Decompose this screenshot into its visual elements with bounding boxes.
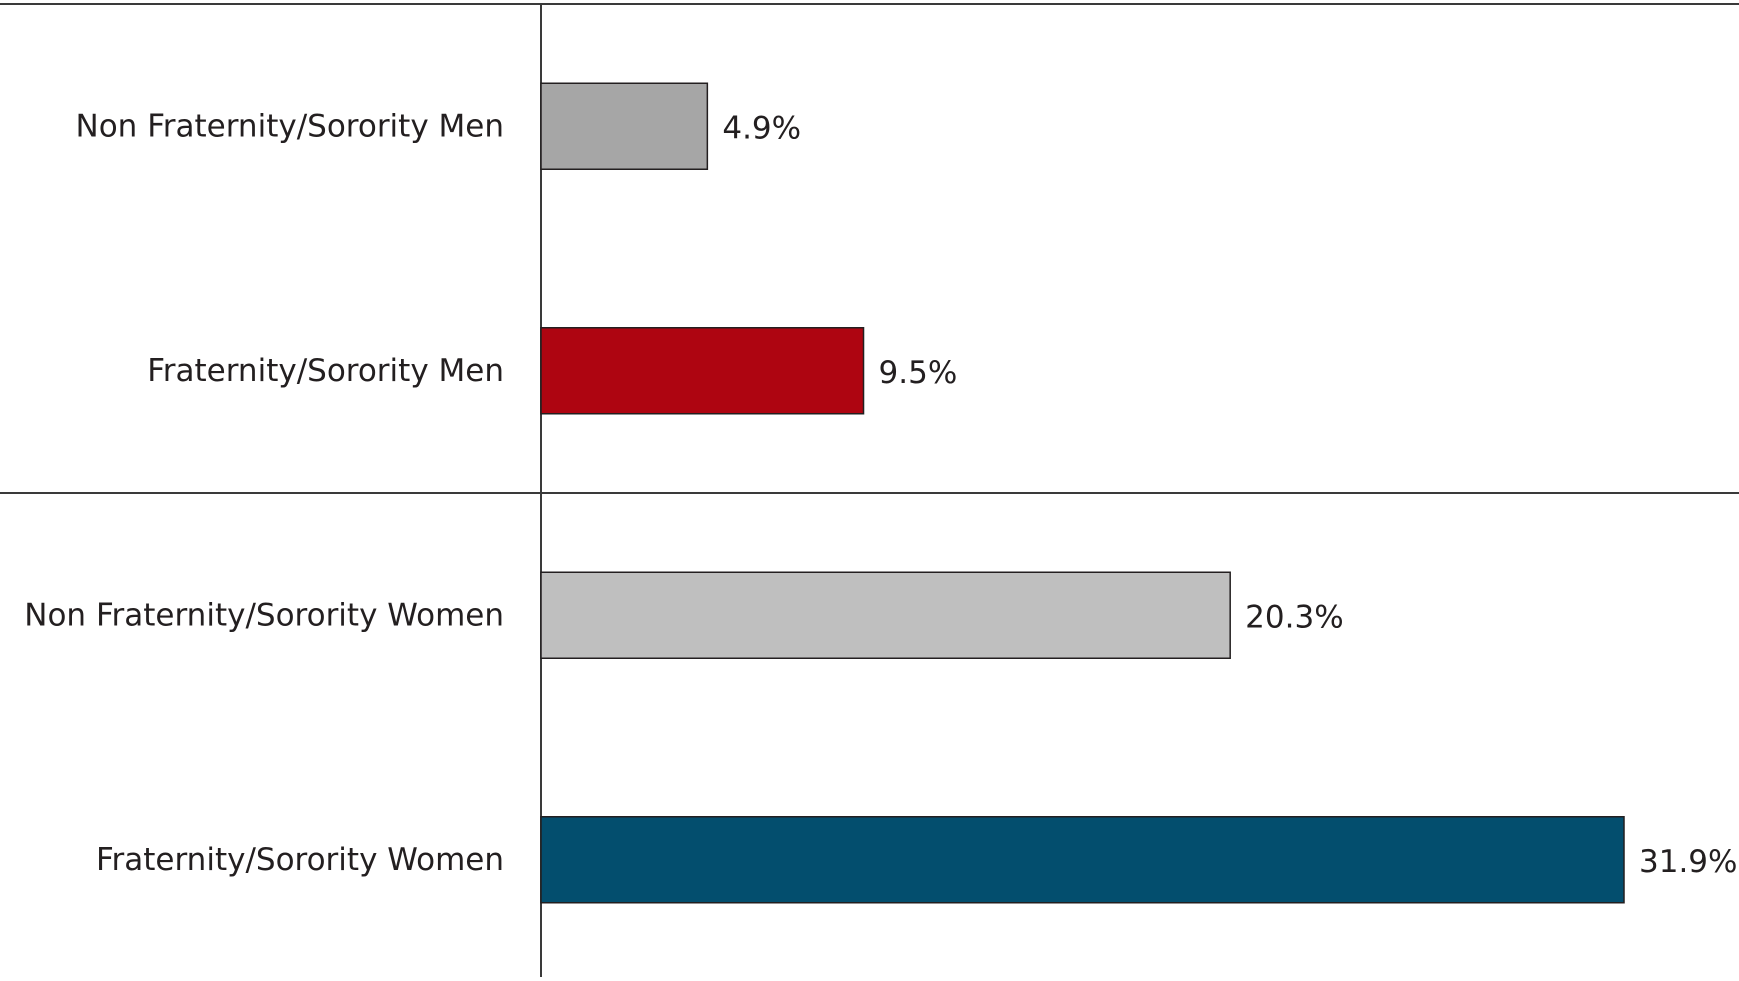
value-label-non-fraternity-sorority-men: 4.9% [722,110,801,146]
value-label-fraternity-sorority-men: 9.5% [879,355,958,391]
bars-group [540,82,1625,904]
bar-fraternity-sorority-men [540,327,865,415]
bar-non-fraternity-sorority-women [540,571,1231,659]
bar-fraternity-sorority-women [540,816,1625,904]
category-label-fraternity-sorority-women: Fraternity/Sorority Women [96,842,504,878]
labels-group: Non Fraternity/Sorority Men 4.9% Fraternit… [24,108,1737,880]
category-label-non-fraternity-sorority-women: Non Fraternity/Sorority Women [24,597,504,633]
category-label-non-fraternity-sorority-men: Non Fraternity/Sorority Men [76,108,504,144]
value-label-fraternity-sorority-women: 31.9% [1639,844,1737,880]
category-label-fraternity-sorority-men: Fraternity/Sorority Men [147,353,504,389]
bar-non-fraternity-sorority-men [540,82,709,170]
value-label-non-fraternity-sorority-women: 20.3% [1245,599,1343,635]
